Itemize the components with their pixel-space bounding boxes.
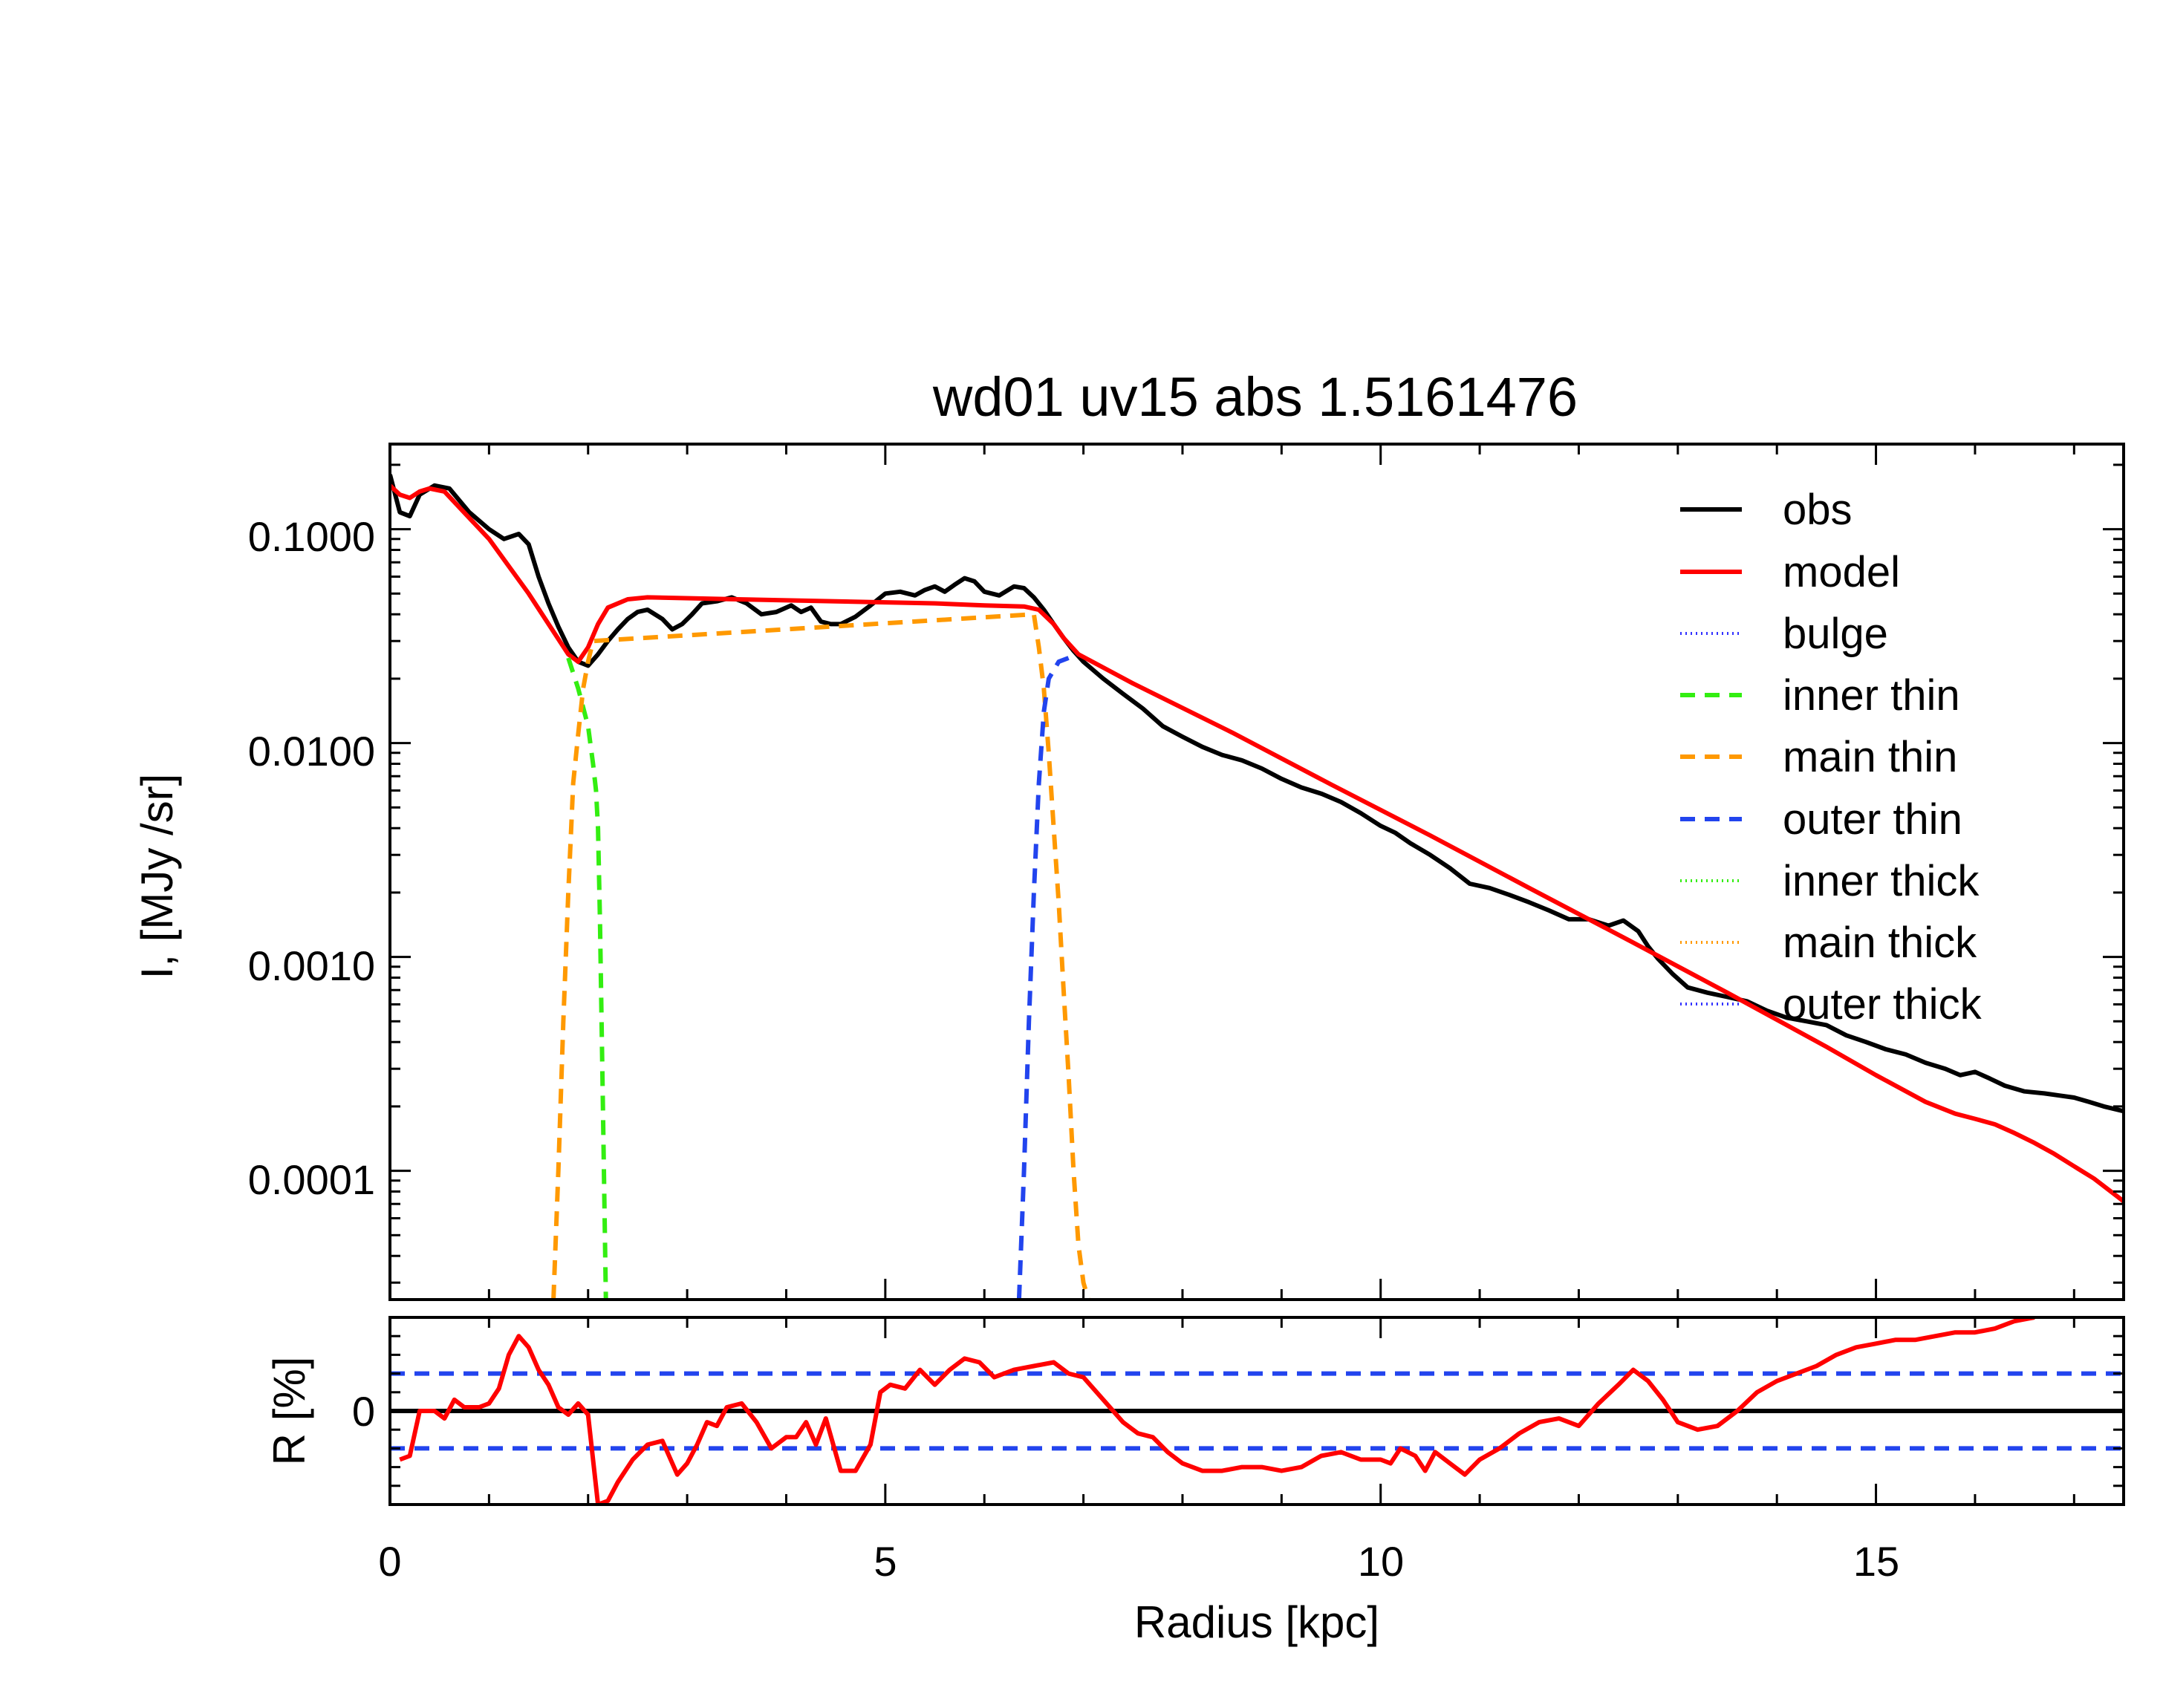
legend-item-bulge: bulge [1680, 610, 1888, 658]
main-panel: 0.0001 0.0010 0.0100 0.1000 I, [MJy /sr] [132, 443, 2125, 1301]
legend-item-inner-thick: inner thick [1680, 857, 1980, 905]
residual-line [399, 1317, 2035, 1505]
series-line-inner-thin [566, 657, 608, 1300]
legend: obs model bulge inner thin main thin out… [1680, 486, 1983, 1029]
legend-label-obs: obs [1783, 486, 1853, 534]
main-panel-ticks [388, 444, 2124, 1300]
legend-label-inner-thick: inner thick [1783, 857, 1980, 905]
main-y-tick-label-3: 0.1000 [248, 513, 375, 560]
main-panel-frame [388, 443, 2125, 1301]
legend-label-main-thin: main thin [1783, 733, 1957, 781]
main-y-tick-label-1: 0.0010 [248, 942, 375, 989]
x-tick-label-2: 10 [1358, 1538, 1404, 1585]
x-tick-label-0: 0 [378, 1538, 401, 1585]
main-y-axis-label: I, [MJy /sr] [132, 774, 182, 980]
series-line-outer-thin [1016, 656, 1070, 1300]
series-line-model [390, 483, 2124, 1204]
legend-item-main-thin: main thin [1680, 733, 1957, 781]
chart-title: wd01 uv15 abs 1.5161476 [932, 366, 1578, 428]
legend-label-outer-thin: outer thin [1783, 795, 1962, 844]
main-y-tick-label-2: 0.0100 [248, 728, 375, 775]
legend-item-outer-thin: outer thin [1680, 795, 1962, 844]
residual-y-tick-label-0: 0 [352, 1388, 375, 1435]
legend-label-model: model [1783, 548, 1900, 596]
residual-y-axis-label: R [%] [264, 1357, 314, 1466]
legend-label-outer-thick: outer thick [1783, 980, 1983, 1029]
legend-label-main-thick: main thick [1783, 919, 1977, 967]
legend-item-model: model [1680, 548, 1900, 596]
legend-item-obs: obs [1680, 486, 1853, 534]
legend-item-outer-thick: outer thick [1680, 980, 1983, 1029]
residual-panel: 0 R [%] 0 5 10 15 Radius [kpc] [264, 1316, 2125, 1647]
x-axis-label: Radius [kpc] [1134, 1597, 1379, 1647]
main-y-tick-label-0: 0.0001 [248, 1156, 375, 1203]
residual-panel-ticks [388, 1317, 2124, 1505]
legend-item-main-thick: main thick [1680, 919, 1977, 967]
x-tick-label-1: 5 [874, 1538, 897, 1585]
x-tick-label-3: 15 [1853, 1538, 1899, 1585]
legend-label-bulge: bulge [1783, 610, 1888, 658]
legend-label-inner-thin: inner thin [1783, 671, 1960, 720]
series-line-main-thin [551, 612, 1091, 1300]
main-panel-series [390, 474, 2124, 1300]
legend-item-inner-thin: inner thin [1680, 671, 1960, 720]
residual-panel-series [390, 1317, 2124, 1505]
